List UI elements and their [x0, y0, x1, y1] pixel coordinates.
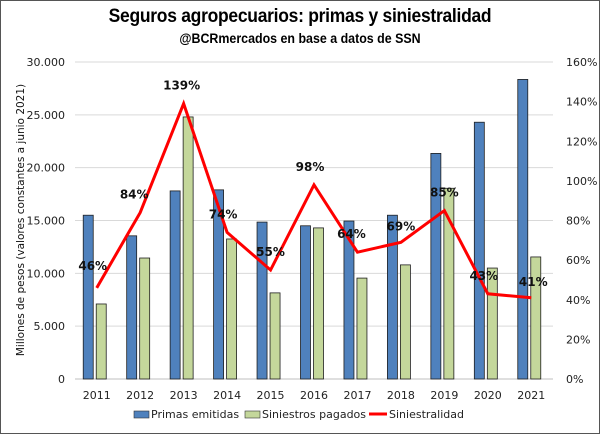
- y2-tick-label: 100%: [566, 175, 597, 188]
- data-label: 84%: [120, 188, 149, 202]
- bar-siniestros-pagados: [356, 277, 368, 380]
- data-labels: 46% 84% 139% 74% 55% 98% 64% 69% 85% 43% 41%: [78, 79, 547, 289]
- data-label: 55%: [256, 245, 285, 259]
- y-tick-label: 20.000: [27, 162, 66, 175]
- legend: Primas emitidas Siniestros pagados Siniest…: [133, 408, 464, 421]
- bar-siniestros-pagados: [313, 227, 324, 380]
- data-label: 74%: [209, 207, 238, 221]
- bar-primas-emitidas: [473, 121, 485, 380]
- legend-swatch-primas: [133, 410, 150, 419]
- bar-siniestros-pagados: [400, 264, 411, 380]
- bars: [82, 79, 542, 380]
- x-axis: 2011 2012 2013 2014 2015 2016 2017 2018 2019 2020…: [83, 389, 546, 402]
- bar-siniestros-pagados: [139, 257, 151, 380]
- line-siniestralidad: [95, 99, 532, 300]
- data-label: 139%: [163, 79, 200, 93]
- bar-primas-emitidas: [82, 214, 94, 380]
- y2-tick-label: 140%: [566, 96, 597, 109]
- bar-siniestros-pagados: [530, 256, 542, 380]
- bar-primas-emitidas: [213, 189, 224, 380]
- bar-primas-emitidas: [343, 220, 355, 380]
- data-label: 69%: [387, 219, 416, 233]
- x-tick-label: 2017: [343, 389, 371, 402]
- y2-tick-label: 20%: [566, 333, 590, 346]
- data-label: 64%: [337, 227, 366, 241]
- y-axis-title: Millones de pesos (valores constantes a …: [15, 84, 27, 356]
- x-tick-label: 2011: [83, 389, 111, 402]
- chart-title: Seguros agropecuarios: primas y siniestr…: [108, 6, 492, 27]
- y-axis-left: 0 5.000 10.000 15.000 20.000 25.000 30.000: [27, 56, 66, 386]
- legend-label-siniestros: Siniestros pagados: [262, 408, 366, 421]
- bar-primas-emitidas: [430, 153, 442, 380]
- bar-siniestros-pagados: [182, 116, 194, 380]
- y-axis-right: 0% 20% 40% 60% 80% 100% 120% 140% 160%: [566, 56, 597, 386]
- bar-primas-emitidas: [126, 235, 138, 380]
- bar-primas-emitidas: [300, 225, 311, 380]
- x-tick-label: 2020: [474, 389, 502, 402]
- y2-tick-label: 0%: [566, 373, 583, 386]
- legend-label-primas: Primas emitidas: [151, 408, 239, 421]
- data-label: 41%: [519, 275, 548, 289]
- y-tick-label: 10.000: [27, 267, 66, 280]
- x-tick-label: 2012: [126, 389, 154, 402]
- legend-swatch-siniestros: [244, 410, 261, 419]
- bar-primas-emitidas: [169, 190, 181, 380]
- bar-primas-emitidas: [387, 214, 398, 380]
- y2-tick-label: 120%: [566, 135, 597, 148]
- data-label: 98%: [296, 160, 325, 174]
- y-tick-label: 5.000: [34, 320, 66, 333]
- y2-tick-label: 60%: [566, 254, 590, 267]
- bar-siniestros-pagados: [226, 238, 237, 380]
- y2-tick-label: 40%: [566, 294, 590, 307]
- x-tick-label: 2015: [257, 389, 285, 402]
- chart-subtitle: @BCRmercados en base a datos de SSN: [179, 31, 421, 46]
- x-tick-label: 2016: [300, 389, 328, 402]
- data-label: 46%: [78, 259, 107, 273]
- y-tick-label: 0: [58, 373, 65, 386]
- data-label: 43%: [469, 269, 498, 283]
- x-tick-label: 2013: [170, 389, 198, 402]
- y-tick-label: 30.000: [27, 56, 66, 69]
- y-tick-label: 25.000: [27, 109, 66, 122]
- bar-primas-emitidas: [256, 221, 268, 380]
- legend-label-siniestralidad: Siniestralidad: [389, 408, 464, 421]
- y2-tick-label: 80%: [566, 215, 590, 228]
- siniestralidad-line: [95, 99, 532, 300]
- y2-tick-label: 160%: [566, 56, 597, 69]
- x-tick-label: 2019: [430, 389, 458, 402]
- bar-siniestros-pagados: [443, 187, 455, 380]
- bar-siniestros-pagados: [486, 267, 498, 380]
- x-tick-label: 2021: [517, 389, 545, 402]
- bar-siniestros-pagados: [269, 292, 281, 380]
- bar-primas-emitidas: [517, 79, 529, 380]
- bar-siniestros-pagados: [95, 303, 107, 380]
- x-tick-label: 2014: [213, 389, 241, 402]
- y-tick-label: 15.000: [27, 215, 66, 228]
- x-tick-label: 2018: [387, 389, 415, 402]
- data-label: 85%: [430, 186, 459, 200]
